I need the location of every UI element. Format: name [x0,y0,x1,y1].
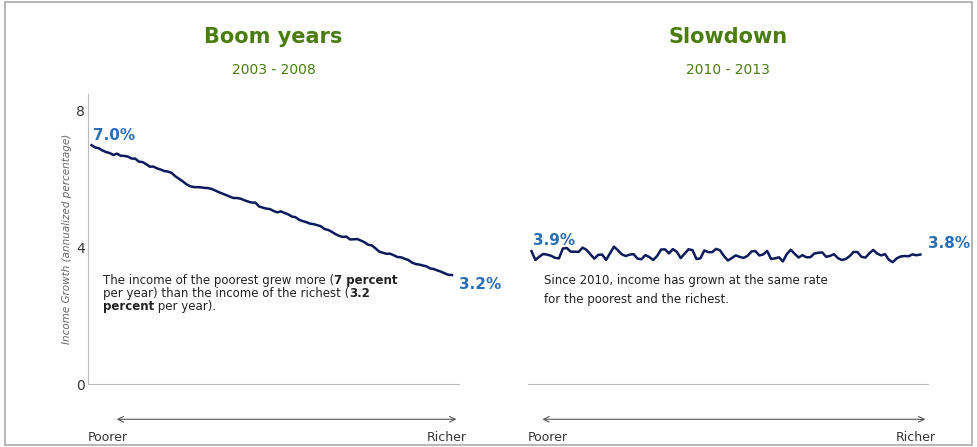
Text: 3.9%: 3.9% [533,233,575,248]
Text: 3.2%: 3.2% [459,277,501,292]
Text: The income of the poorest grew more (: The income of the poorest grew more ( [103,274,334,287]
Text: 2003 - 2008: 2003 - 2008 [232,63,316,76]
Y-axis label: Income Growth (annualized percentage): Income Growth (annualized percentage) [63,134,72,344]
Text: Since 2010, income has grown at the same rate
for the poorest and the richest.: Since 2010, income has grown at the same… [543,274,828,305]
Text: Poorer: Poorer [528,431,568,444]
Text: percent: percent [103,300,154,313]
Text: 7 percent: 7 percent [334,274,398,287]
Text: 3.2: 3.2 [349,287,370,300]
Text: 7.0%: 7.0% [94,128,136,143]
Text: 2010 - 2013: 2010 - 2013 [686,63,770,76]
Text: 3.8%: 3.8% [928,236,970,251]
Text: Richer: Richer [896,431,936,444]
Text: Slowdown: Slowdown [668,27,787,47]
Text: Boom years: Boom years [204,27,343,47]
Text: Richer: Richer [427,431,467,444]
Text: per year).: per year). [154,300,216,313]
Text: Poorer: Poorer [88,431,128,444]
Text: per year) than the income of the richest (: per year) than the income of the richest… [103,287,349,300]
